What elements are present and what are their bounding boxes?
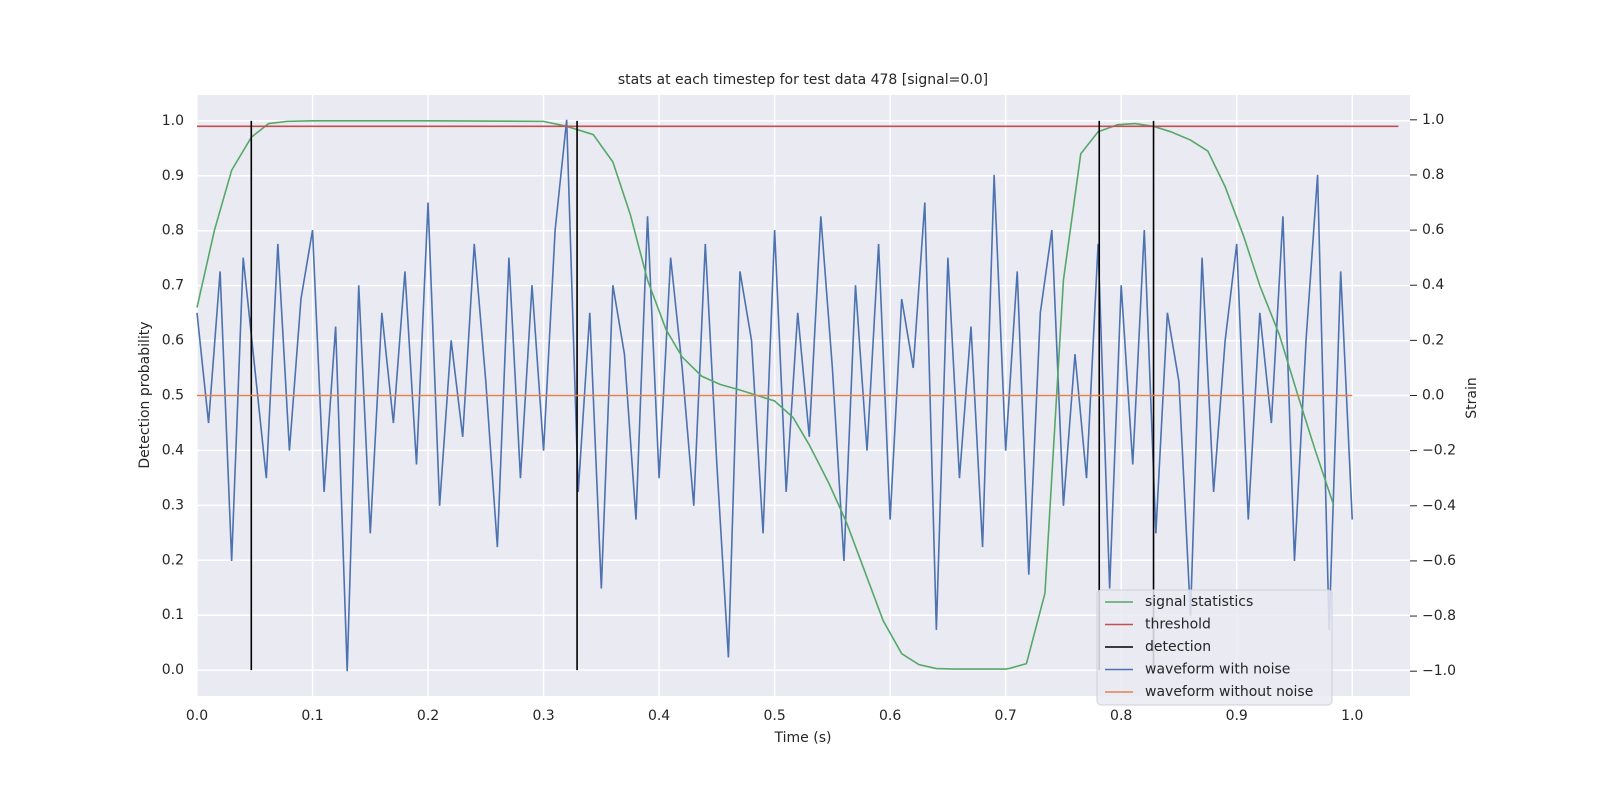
chart-title: stats at each timestep for test data 478… [618, 72, 988, 88]
x-tick-label: 0.4 [648, 708, 670, 724]
x-tick-label: 0.3 [532, 708, 554, 724]
y2-tick-label: −0.4 [1422, 498, 1456, 514]
x-axis-label: Time (s) [774, 730, 832, 746]
y-tick-label: 0.8 [162, 223, 184, 239]
legend-label: waveform with noise [1145, 662, 1290, 678]
series-line [196, 119, 1354, 672]
y-tick-label: 0.0 [162, 662, 184, 678]
x-tick-label: 0.7 [995, 708, 1017, 724]
y-tick-label: 0.5 [162, 388, 184, 404]
y2-tick-label: −1.0 [1422, 663, 1456, 679]
y2-tick-label: 0.2 [1422, 332, 1444, 348]
y-tick-label: 0.9 [162, 168, 184, 184]
y-tick-label: 0.4 [162, 442, 184, 458]
x-tick-label: 0.1 [301, 708, 323, 724]
y-axis-label: Detection probability [137, 321, 153, 468]
x-tick-label: 0.0 [186, 708, 208, 724]
legend-label: threshold [1145, 617, 1211, 633]
y2-tick-label: 0.4 [1422, 277, 1444, 293]
legend-label: waveform without noise [1145, 684, 1313, 700]
y-tick-label: 0.1 [162, 607, 184, 623]
legend-label: signal statistics [1145, 594, 1253, 610]
y2-tick-label: 0.8 [1422, 167, 1444, 183]
y2-axis-label: Strain [1464, 377, 1480, 418]
y-tick-label: 0.3 [162, 497, 184, 513]
series-line [196, 120, 1335, 670]
x-tick-label: 0.9 [1226, 708, 1248, 724]
y2-tick-label: −0.8 [1422, 608, 1456, 624]
y2-tick-label: −0.2 [1422, 443, 1456, 459]
y-tick-label: 0.7 [162, 278, 184, 294]
y-tick-label: 0.2 [162, 552, 184, 568]
legend-label: detection [1145, 639, 1211, 655]
y2-tick-label: −0.6 [1422, 553, 1456, 569]
y-tick-label: 0.6 [162, 333, 184, 349]
x-tick-label: 0.8 [1110, 708, 1132, 724]
x-tick-label: 0.6 [879, 708, 901, 724]
y2-tick-label: 0.6 [1422, 222, 1444, 238]
x-tick-label: 0.5 [763, 708, 785, 724]
y2-tick-label: 0.0 [1422, 388, 1444, 404]
y-tick-label: 1.0 [162, 113, 184, 129]
x-tick-label: 0.2 [417, 708, 439, 724]
y2-tick-label: 1.0 [1422, 112, 1444, 128]
x-tick-label: 1.0 [1341, 708, 1363, 724]
legend-box [1096, 589, 1333, 706]
